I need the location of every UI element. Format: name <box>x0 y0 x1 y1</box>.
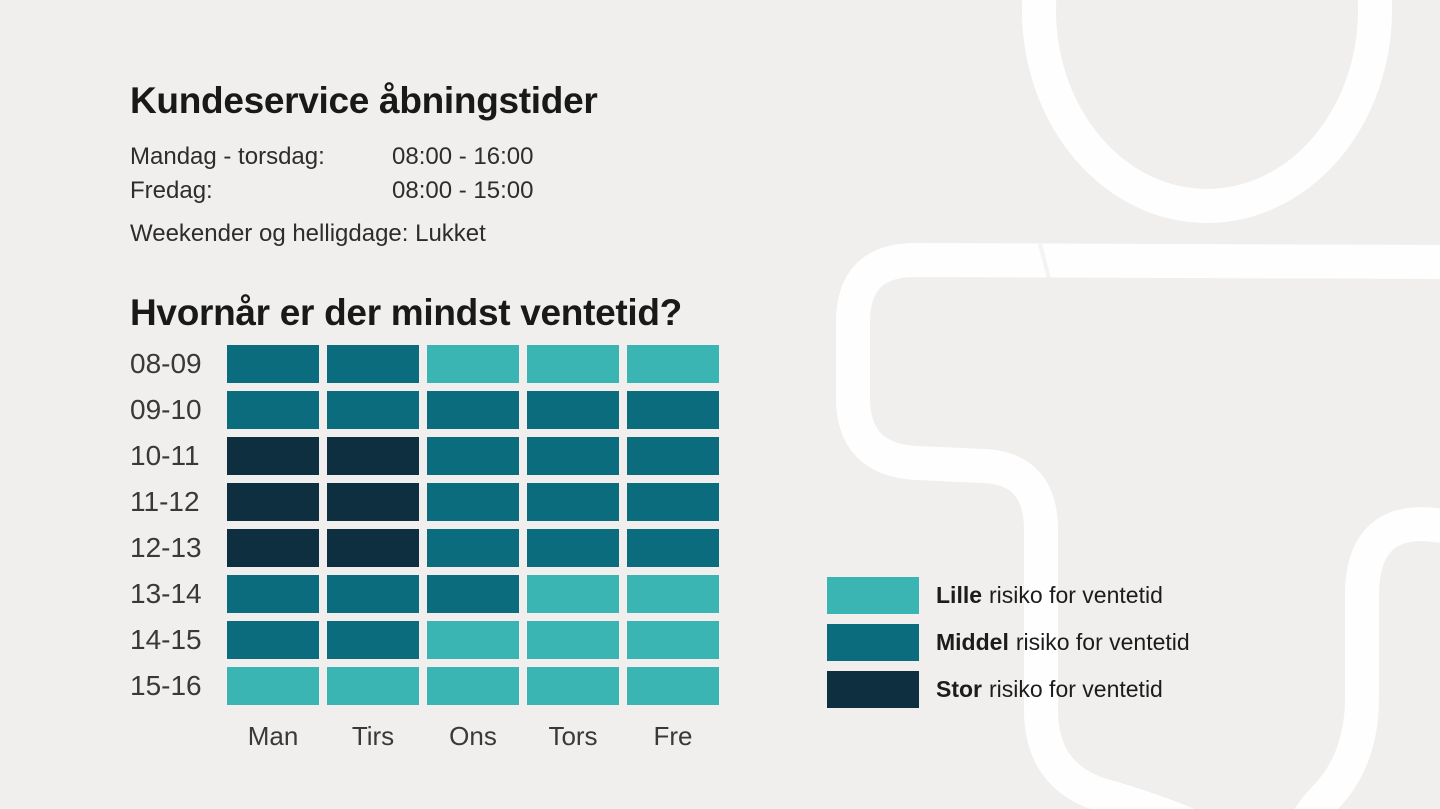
heatmap-cell <box>327 483 419 521</box>
heatmap-cell <box>227 667 319 705</box>
heatmap-cell <box>427 345 519 383</box>
legend-item: Stor risiko for ventetid <box>827 671 1190 708</box>
heatmap-cell <box>627 667 719 705</box>
heatmap-cell <box>527 391 619 429</box>
heatmap-row-label: 10-11 <box>130 440 200 471</box>
heatmap-row-label: 08-09 <box>130 348 202 379</box>
legend-item: Middel risiko for ventetid <box>827 624 1190 661</box>
heatmap-cell <box>627 391 719 429</box>
heatmap-cell <box>427 575 519 613</box>
heatmap-cell <box>527 621 619 659</box>
legend-swatch-middel <box>827 624 919 661</box>
heatmap-cell <box>427 667 519 705</box>
heatmap-cell <box>427 437 519 475</box>
legend-label: Stor risiko for ventetid <box>936 676 1163 703</box>
hours-row-value: 08:00 - 16:00 <box>392 143 534 170</box>
heatmap-cell <box>527 529 619 567</box>
heatmap-cell <box>627 483 719 521</box>
heatmap-cell <box>227 483 319 521</box>
legend-item: Lille risiko for ventetid <box>827 577 1190 614</box>
heatmap-title: Hvornår er der mindst ventetid? <box>130 292 682 333</box>
waittime-legend: Lille risiko for ventetid Middel risiko for… <box>827 577 1190 718</box>
heatmap-cell <box>527 483 619 521</box>
heatmap-cell <box>227 575 319 613</box>
watermark-head-icon <box>1022 0 1392 223</box>
legend-label-bold: Lille <box>936 582 983 608</box>
legend-swatch-lille <box>827 577 919 614</box>
heatmap-row-label: 12-13 <box>130 532 202 563</box>
heatmap-cell <box>227 621 319 659</box>
heatmap-col-label: Tirs <box>351 721 395 751</box>
legend-swatch-stor <box>827 671 919 708</box>
heatmap-cell <box>627 345 719 383</box>
hours-row-label: Fredag: <box>130 177 213 204</box>
legend-label: Middel risiko for ventetid <box>936 629 1190 656</box>
heatmap-cell <box>627 575 719 613</box>
legend-label-bold: Stor <box>936 676 982 702</box>
heatmap-cell <box>227 345 319 383</box>
legend-label-rest: risiko for ventetid <box>989 582 1163 608</box>
watermark-arm-stroke <box>1294 507 1440 809</box>
heatmap-cell <box>227 529 319 567</box>
heatmap-cell <box>527 345 619 383</box>
heatmap-row-label: 15-16 <box>130 670 202 701</box>
heatmap-col-label: Ons <box>449 721 497 751</box>
heatmap-cell <box>427 483 519 521</box>
heatmap-axis-corner <box>130 713 219 751</box>
heatmap-cell <box>227 391 319 429</box>
heatmap-row-label: 13-14 <box>130 578 202 609</box>
heatmap-col-label: Tors <box>548 721 598 751</box>
heatmap-cell <box>527 575 619 613</box>
heatmap-cell <box>327 575 419 613</box>
opening-hours-title: Kundeservice åbningstider <box>130 80 598 121</box>
heatmap-col-label: Fre <box>653 721 693 751</box>
heatmap-cell <box>327 391 419 429</box>
heatmap-cell <box>327 621 419 659</box>
heatmap-cell <box>527 437 619 475</box>
opening-hours-table: Mandag - torsdag: 08:00 - 16:00 Fredag: … <box>130 140 533 208</box>
heatmap-cell <box>427 529 519 567</box>
holiday-note: Weekender og helligdage: Lukket <box>130 220 486 247</box>
waittime-heatmap: 08-09 09-10 10-11 11-12 12-13 13-14 14-15 15-16… <box>130 345 719 751</box>
heatmap-cell <box>627 437 719 475</box>
hours-row-label: Mandag - torsdag: <box>130 143 325 170</box>
watermark-body-stroke <box>836 243 1440 809</box>
heatmap-cell <box>527 667 619 705</box>
hours-row-value: 08:00 - 15:00 <box>392 177 534 204</box>
heatmap-row-label: 09-10 <box>130 394 202 425</box>
watermark-brush-seam <box>1038 243 1052 283</box>
heatmap-cell <box>227 437 319 475</box>
heatmap-cell <box>627 529 719 567</box>
heatmap-row-label: 11-12 <box>130 486 200 517</box>
heatmap-cell <box>327 667 419 705</box>
heatmap-cell <box>627 621 719 659</box>
heatmap-cell <box>327 529 419 567</box>
heatmap-cell <box>427 621 519 659</box>
heatmap-cell <box>327 437 419 475</box>
legend-label-rest: risiko for ventetid <box>1015 629 1190 655</box>
heatmap-col-label: Man <box>247 721 299 751</box>
heatmap-cell <box>427 391 519 429</box>
legend-label-bold: Middel <box>936 629 1009 655</box>
heatmap-row-label: 14-15 <box>130 624 202 655</box>
legend-label: Lille risiko for ventetid <box>936 582 1163 609</box>
legend-label-rest: risiko for ventetid <box>989 676 1163 702</box>
heatmap-cell <box>327 345 419 383</box>
